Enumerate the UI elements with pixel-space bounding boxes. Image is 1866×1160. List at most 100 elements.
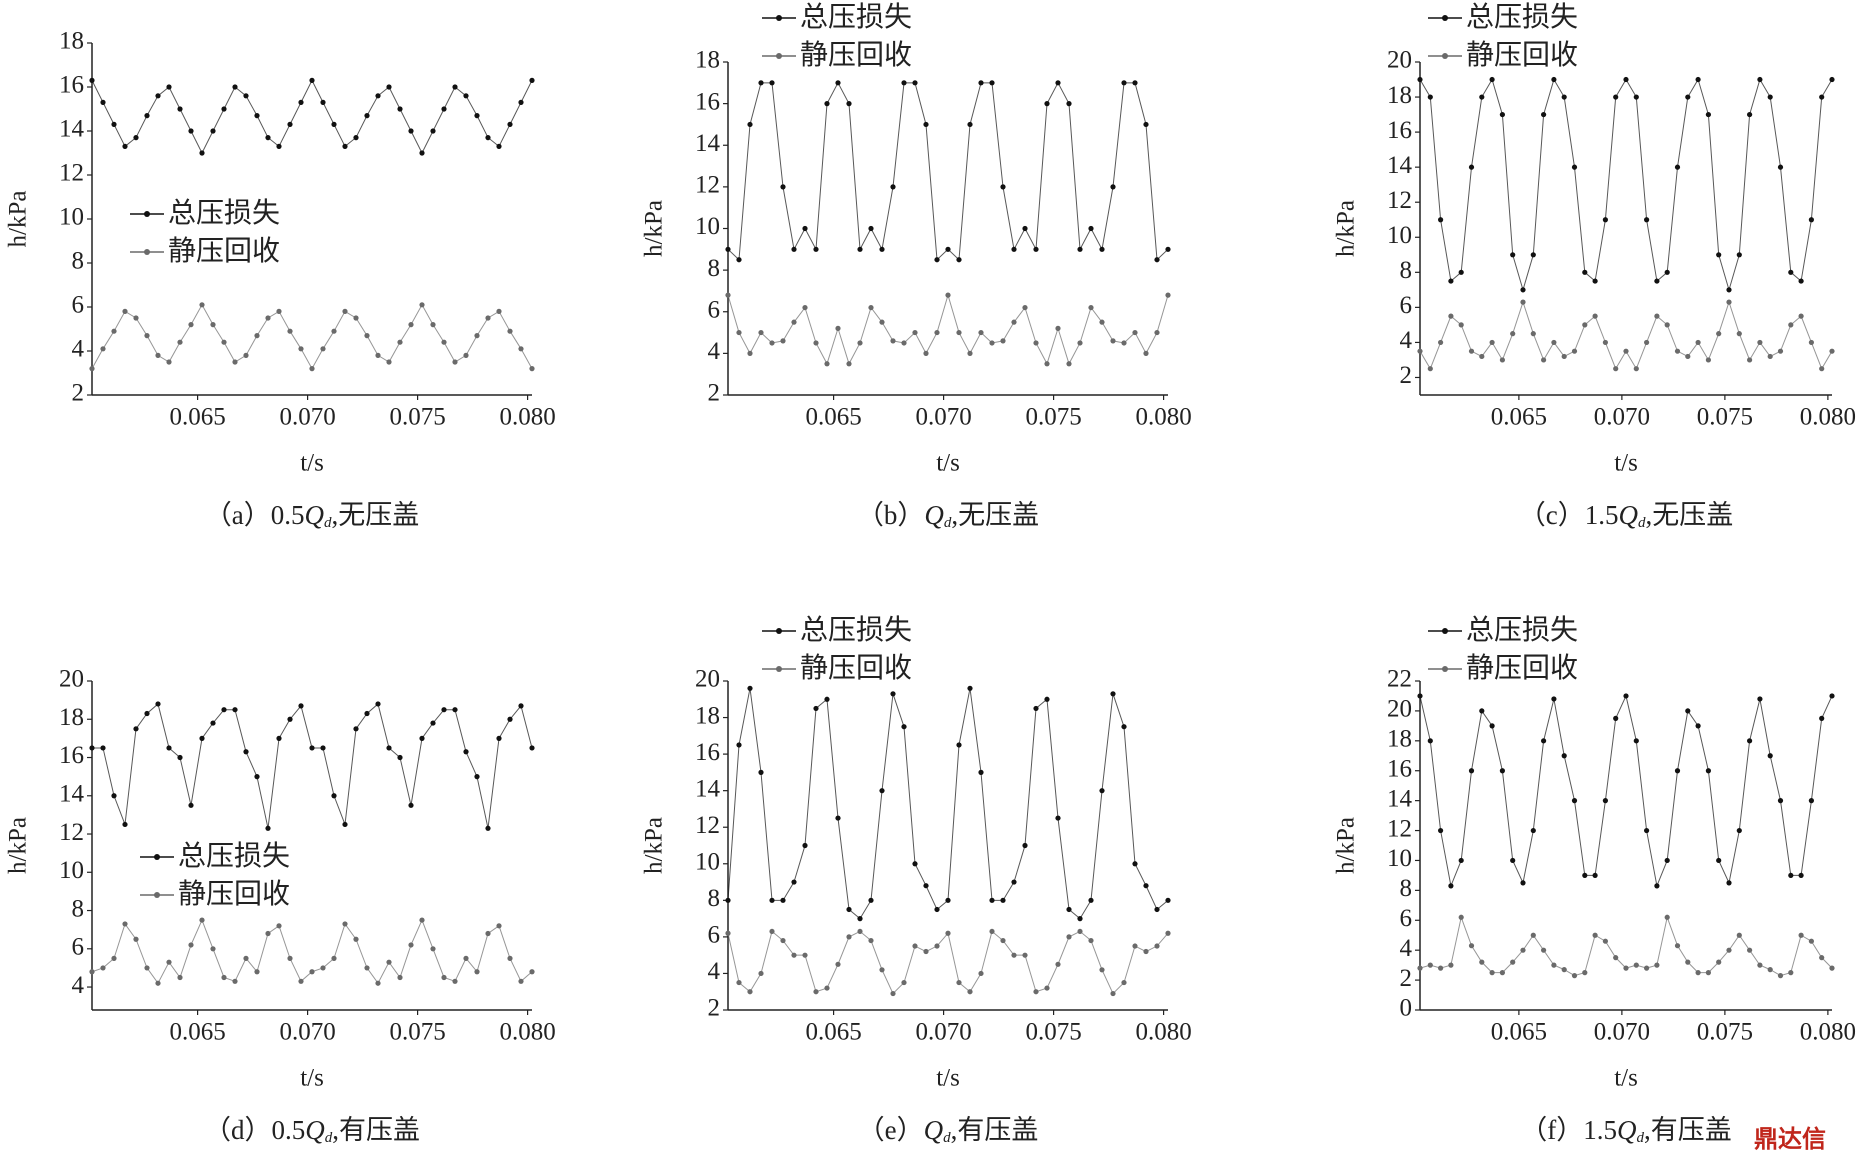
data-point [320,346,326,352]
x-tick-label: 0.070 [279,1019,335,1046]
data-point [276,735,282,741]
data-point [1417,965,1423,971]
legend-label: 总压损失 [1466,0,1578,33]
data-point [1767,967,1773,973]
data-point [397,339,403,345]
y-axis-label: h/kPa [1333,200,1360,257]
data-point [243,749,249,755]
data-point [507,955,513,961]
caption-suffix: ,有压盖 [951,1115,1039,1145]
data-point [375,701,381,707]
data-point [199,150,205,156]
legend-label: 总压损失 [800,0,912,33]
data-point [1479,94,1485,100]
data-point [243,93,249,99]
data-point [1777,973,1784,979]
data-point [89,969,95,975]
data-point [287,955,293,961]
data-point [1479,353,1485,360]
data-point [1592,313,1598,319]
data-point [769,928,775,935]
y-tick-label: 20 [695,666,720,693]
series-line [91,303,533,370]
y-tick-label: 10 [1387,222,1412,249]
data-point [747,350,753,356]
data-point [408,322,414,328]
data-point [287,716,293,722]
data-point [1571,164,1578,170]
data-point [989,897,995,903]
legend-label: 静压回收 [168,234,280,267]
data-point [802,952,808,958]
data-point [463,955,469,961]
data-point [1121,80,1127,86]
x-tick-label: 0.070 [915,1019,971,1046]
data-point [1747,738,1753,744]
data-point [375,980,381,986]
data-point [967,121,973,128]
y-tick-label: 10 [695,849,720,876]
data-point [1088,304,1094,311]
data-point [1427,962,1433,968]
y-tick-label: 4 [708,958,721,985]
data-point [342,821,348,828]
data-point [1438,965,1444,971]
data-point [474,774,480,780]
y-tick-label: 12 [59,160,84,187]
x-tick-label: 0.065 [1491,404,1547,431]
data-point [485,930,491,937]
data-point [725,246,731,252]
y-tick-label: 8 [1400,875,1413,902]
y-tick-label: 2 [1400,362,1413,389]
data-point [430,322,436,328]
data-point [375,352,381,358]
data-point [100,99,106,105]
data-point [364,710,370,717]
data-point [1022,225,1028,232]
data-point [1716,331,1722,337]
data-point [1777,164,1784,170]
data-point [1458,322,1464,328]
data-point [1798,313,1804,319]
data-point [177,754,183,761]
data-point [386,84,392,90]
data-point [912,329,918,336]
data-point [1530,331,1536,337]
data-point [518,346,524,352]
data-point [122,308,128,314]
data-point [133,135,139,141]
data-point [89,77,95,83]
data-point [1099,319,1105,325]
data-point [934,906,940,913]
y-tick-label: 8 [1400,257,1413,284]
caption-subscript: d [943,1130,951,1146]
data-point [397,754,403,761]
data-point [1099,246,1105,252]
data-point [254,969,260,975]
data-point [1654,313,1660,319]
y-tick-label: 12 [695,172,720,199]
y-tick-label: 14 [59,116,85,143]
data-point [1110,990,1116,997]
data-point [419,150,425,156]
data-point [419,735,425,741]
legend-marker [776,15,782,21]
data-point [1829,693,1835,699]
data-point [485,825,491,831]
y-tick-label: 2 [72,380,85,407]
legend-label: 总压损失 [800,613,912,646]
data-point [813,246,819,252]
data-point [1613,94,1619,100]
y-tick-label: 18 [1387,82,1412,109]
data-point [243,352,249,358]
caption: （d）0.5Qd,有压盖 [204,1115,420,1146]
data-point [265,825,271,831]
data-point [463,93,469,99]
data-point [1499,768,1505,774]
data-point [232,84,238,90]
data-point [452,359,458,365]
data-point [1000,338,1006,344]
data-point [177,106,183,112]
data-point [320,99,326,105]
data-point [890,338,896,344]
